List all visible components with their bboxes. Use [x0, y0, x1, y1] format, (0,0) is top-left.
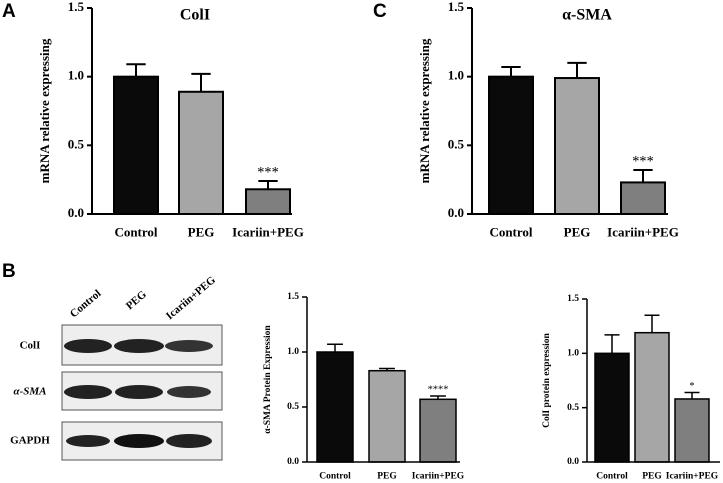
y-tick-label: 0.5 — [448, 136, 465, 151]
blot-band — [165, 340, 213, 352]
bar — [419, 398, 457, 463]
error-bar — [191, 72, 211, 92]
x-tick-label: Icariin+PEG — [412, 471, 465, 481]
y-tick-label: 1.0 — [287, 347, 299, 357]
x-tick-label: PEG — [642, 471, 662, 481]
chart-title: ColI — [180, 7, 210, 24]
blot-band — [115, 385, 163, 399]
bar — [594, 352, 630, 463]
y-tick-label: 1.5 — [287, 292, 299, 302]
y-tick-label: 1.5 — [68, 0, 85, 14]
blot-lane-label: PEG — [124, 288, 149, 312]
error-bar — [567, 61, 587, 79]
blot-lane-label: Icariin+PEG — [164, 274, 219, 322]
bar — [368, 369, 406, 463]
error-bar — [379, 367, 395, 371]
bar — [316, 351, 354, 463]
y-tick-label: 1.0 — [567, 349, 579, 359]
x-tick-label: Icariin+PEG — [666, 471, 719, 481]
blot-lane-label: Control — [68, 288, 104, 321]
bar — [113, 75, 159, 215]
y-axis-label: ColI protein expression — [542, 332, 552, 427]
error-bar — [501, 66, 521, 77]
y-tick-label: 1.0 — [68, 68, 84, 83]
blot-row-label: α-SMA — [14, 386, 47, 398]
y-tick-label: 0.0 — [448, 205, 464, 220]
significance-label: * — [689, 381, 694, 392]
blot-band — [64, 339, 112, 353]
blot-band — [166, 434, 212, 448]
significance-label: *** — [632, 154, 653, 170]
error-bar — [684, 391, 700, 399]
x-tick-label: Control — [114, 224, 157, 239]
significance-label: **** — [428, 385, 449, 396]
significance-label: *** — [257, 165, 278, 181]
x-tick-label: Control — [596, 471, 628, 481]
y-axis-label: mRNA relative expressing — [37, 38, 52, 183]
y-axis-label: α-SMA Protein Expression — [263, 325, 273, 434]
blot-row-label: ColI — [20, 340, 41, 352]
bar — [178, 90, 224, 215]
blot-band — [64, 385, 112, 399]
x-tick-label: Icariin+PEG — [232, 224, 304, 239]
error-bar — [604, 334, 620, 354]
y-tick-label: 0.0 — [68, 205, 84, 220]
y-tick-label: 1.5 — [567, 294, 579, 304]
x-tick-label: PEG — [377, 471, 397, 481]
bar — [245, 188, 291, 215]
bar — [634, 331, 670, 463]
error-bar — [644, 314, 660, 333]
y-tick-label: 0.5 — [567, 403, 579, 413]
error-bar — [327, 343, 343, 352]
panel-label: C — [373, 1, 387, 22]
blot-band — [167, 386, 211, 398]
y-tick-label: 0.5 — [68, 136, 85, 151]
bar — [620, 181, 666, 215]
bar — [674, 398, 710, 463]
y-tick-label: 0.5 — [287, 402, 299, 412]
bar — [554, 77, 600, 216]
y-tick-label: 0.0 — [567, 457, 579, 467]
x-tick-label: PEG — [564, 224, 591, 239]
error-bar — [430, 395, 446, 400]
western-blot: ColI α-SMA GAPDH Control PEG Icariin+PEG — [10, 274, 223, 461]
blot-band — [114, 434, 164, 448]
blot-band — [66, 435, 110, 447]
x-tick-label: Control — [319, 471, 351, 481]
error-bar — [258, 180, 278, 190]
panel-label: A — [2, 1, 16, 22]
y-tick-label: 0.0 — [287, 457, 299, 467]
x-tick-label: Control — [489, 224, 532, 239]
blot-band — [114, 339, 164, 353]
x-tick-label: PEG — [188, 224, 215, 239]
panel-label: B — [2, 261, 16, 282]
y-axis-label: mRNA relative expressing — [417, 38, 432, 183]
blot-row-label: GAPDH — [10, 435, 50, 447]
y-tick-label: 1.0 — [448, 68, 464, 83]
bar — [488, 75, 534, 215]
error-bar — [126, 63, 146, 77]
error-bar — [633, 169, 653, 183]
y-tick-label: 1.5 — [448, 0, 465, 14]
chart-title: α-SMA — [562, 7, 612, 24]
x-tick-label: Icariin+PEG — [607, 224, 679, 239]
